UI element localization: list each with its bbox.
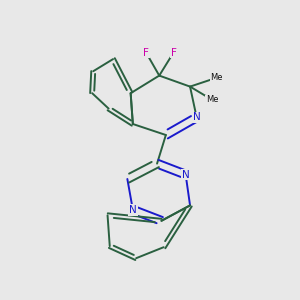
Text: N: N — [182, 169, 190, 180]
Text: Me: Me — [210, 73, 223, 82]
Text: N: N — [193, 112, 200, 122]
Text: N: N — [129, 205, 137, 215]
Text: F: F — [143, 47, 149, 58]
Text: F: F — [171, 47, 176, 58]
Text: Me: Me — [206, 95, 218, 104]
